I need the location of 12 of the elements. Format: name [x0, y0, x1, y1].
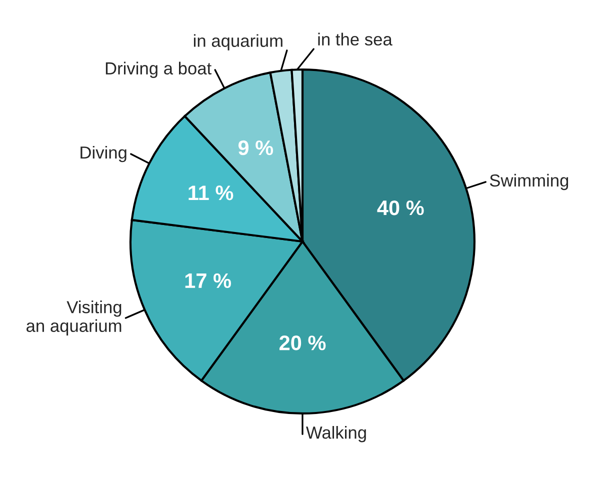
data-label: 17 % [185, 273, 231, 288]
slice-label: Swimming [490, 174, 568, 190]
slice-label: Visiting an aquarium [26, 300, 122, 336]
slice-label: in aquarium [194, 34, 282, 50]
data-label: 40 % [377, 200, 424, 216]
slice-label: in the sea [318, 32, 392, 46]
slice-label: Driving a boat [106, 62, 212, 78]
slice-label: Diving [80, 146, 126, 162]
slice-label: Walking [306, 426, 366, 442]
data-label: 11 % [188, 186, 234, 200]
data-label: 20 % [279, 336, 326, 350]
data-label: 9 % [238, 140, 274, 156]
